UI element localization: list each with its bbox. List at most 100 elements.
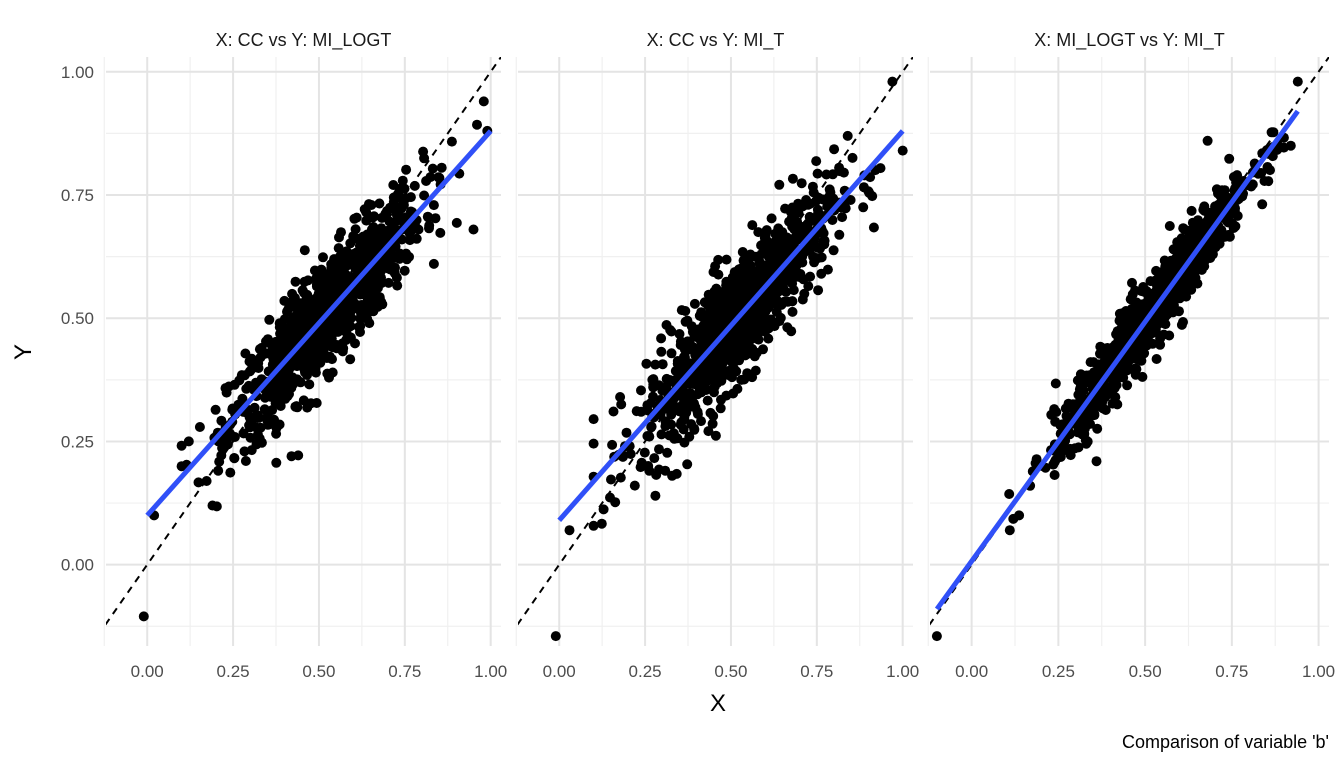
data-point [336,307,347,317]
data-point [809,257,820,268]
data-point [654,444,664,455]
data-point [689,298,700,309]
data-point [1147,338,1158,349]
data-point [787,306,798,317]
data-point [333,243,344,254]
data-point [372,301,383,312]
data-point [176,440,187,451]
data-point [259,404,270,415]
data-point [291,331,301,342]
data-point [1220,231,1231,242]
data-point [818,236,829,247]
data-point [398,195,409,206]
data-point [311,333,322,344]
data-point [696,416,706,427]
data-point [789,233,800,244]
data-point [183,436,194,447]
data-point [1202,251,1213,262]
data-point [787,278,798,289]
data-point [588,520,599,531]
data-point [656,333,667,344]
data-point [644,465,655,476]
x-tick-label: 0.75 [388,662,421,681]
data-point [705,358,716,369]
data-point [1081,370,1092,381]
data-point [419,190,430,201]
data-point [388,197,399,207]
data-point [401,254,412,265]
data-point [650,359,661,370]
data-point [813,285,824,296]
data-point [244,356,255,367]
x-tick-label: 1.00 [1302,662,1335,681]
y-axis-ticks: 0.00 0.25 0.50 0.75 1.00 [61,63,94,575]
data-point [829,144,840,155]
data-point [676,305,687,316]
data-point [665,325,676,335]
data-point [365,236,376,247]
data-point [752,330,763,341]
data-point [728,362,739,373]
data-point [787,173,798,184]
data-point [747,372,758,383]
data-point [315,289,326,300]
data-point [264,314,275,325]
x-tick-label: 0.50 [714,662,747,681]
data-point [225,467,236,478]
data-point [685,387,696,398]
data-point [446,136,457,147]
data-point [1074,389,1085,400]
data-point [771,307,782,318]
data-point [837,212,848,223]
data-point [207,500,218,511]
data-point [220,432,231,443]
data-point [708,411,719,421]
data-point [689,342,700,353]
data-point [210,404,221,415]
data-point [244,420,255,431]
data-point [615,472,626,483]
data-point [244,366,255,377]
data-point [607,439,618,450]
data-point [1160,319,1171,330]
data-point [348,252,359,263]
x-tick-label: 0.75 [1215,662,1248,681]
data-point [229,453,240,463]
data-point [337,346,348,357]
data-point [430,213,441,224]
data-point [774,179,785,190]
data-point [740,270,750,281]
data-point [704,366,714,377]
facet-panel-3: X: MI_LOGT vs Y: MI_T 0.00 0.25 0.50 0.75 1.0… [927,30,1335,681]
data-point [1089,410,1100,421]
data-point [279,379,290,390]
data-point [1265,165,1275,176]
data-point [303,312,314,323]
data-point [350,338,360,349]
data-point [468,224,479,235]
data-point [812,168,823,179]
data-point [283,388,293,399]
data-point [255,422,266,433]
data-point [621,427,632,438]
data-point [286,451,297,462]
data-point [897,145,908,156]
data-point [596,518,607,529]
data-point [785,206,796,217]
data-point [229,432,240,442]
data-point [610,497,621,508]
data-point [1112,399,1123,410]
data-point [809,216,820,226]
data-point [383,277,394,288]
data-point [251,377,261,388]
data-point [1180,285,1191,296]
data-point [1292,76,1303,87]
data-point [194,422,205,432]
data-point [1085,418,1095,429]
data-point [606,474,616,485]
data-point [782,322,793,333]
data-point [338,280,349,291]
data-point [1189,267,1200,278]
